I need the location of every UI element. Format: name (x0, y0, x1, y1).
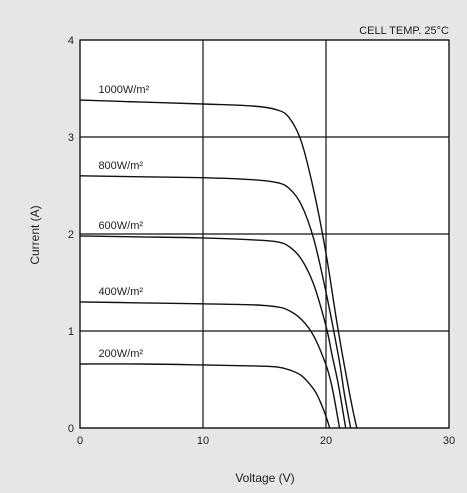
x-tick-label-30: 30 (443, 435, 455, 447)
x-axis-title: Voltage (V) (235, 471, 294, 485)
y-tick-label-4: 4 (68, 35, 74, 47)
series-curve-2 (79, 235, 347, 429)
series-curve-0 (79, 99, 358, 429)
series-label-2: 600W/m² (98, 220, 143, 232)
series-labels: 1000W/m² 800W/m² 600W/m² 400W/m² 200W/m² (98, 84, 149, 360)
series-label-0: 1000W/m² (98, 84, 149, 96)
tick-labels: 0 10 20 30 0 1 2 3 4 (68, 35, 455, 447)
y-tick-label-1: 1 (68, 326, 74, 338)
series-curve-3 (79, 301, 341, 429)
cell-temperature-annotation: CELL TEMP. 25°C (359, 25, 449, 37)
x-tick-label-20: 20 (320, 435, 332, 447)
series-label-3: 400W/m² (98, 286, 143, 298)
y-tick-label-3: 3 (68, 132, 74, 144)
y-tick-label-0: 0 (68, 423, 74, 435)
y-tick-label-2: 2 (68, 229, 74, 241)
series-label-1: 800W/m² (98, 160, 143, 172)
series-curves (79, 99, 358, 429)
x-tick-label-10: 10 (197, 435, 209, 447)
y-axis-title: Current (A) (28, 205, 42, 264)
series-curve-4 (79, 363, 331, 429)
grid (79, 39, 450, 429)
series-label-4: 200W/m² (98, 348, 143, 360)
series-curve-1 (79, 175, 352, 429)
x-tick-label-0: 0 (77, 435, 83, 447)
